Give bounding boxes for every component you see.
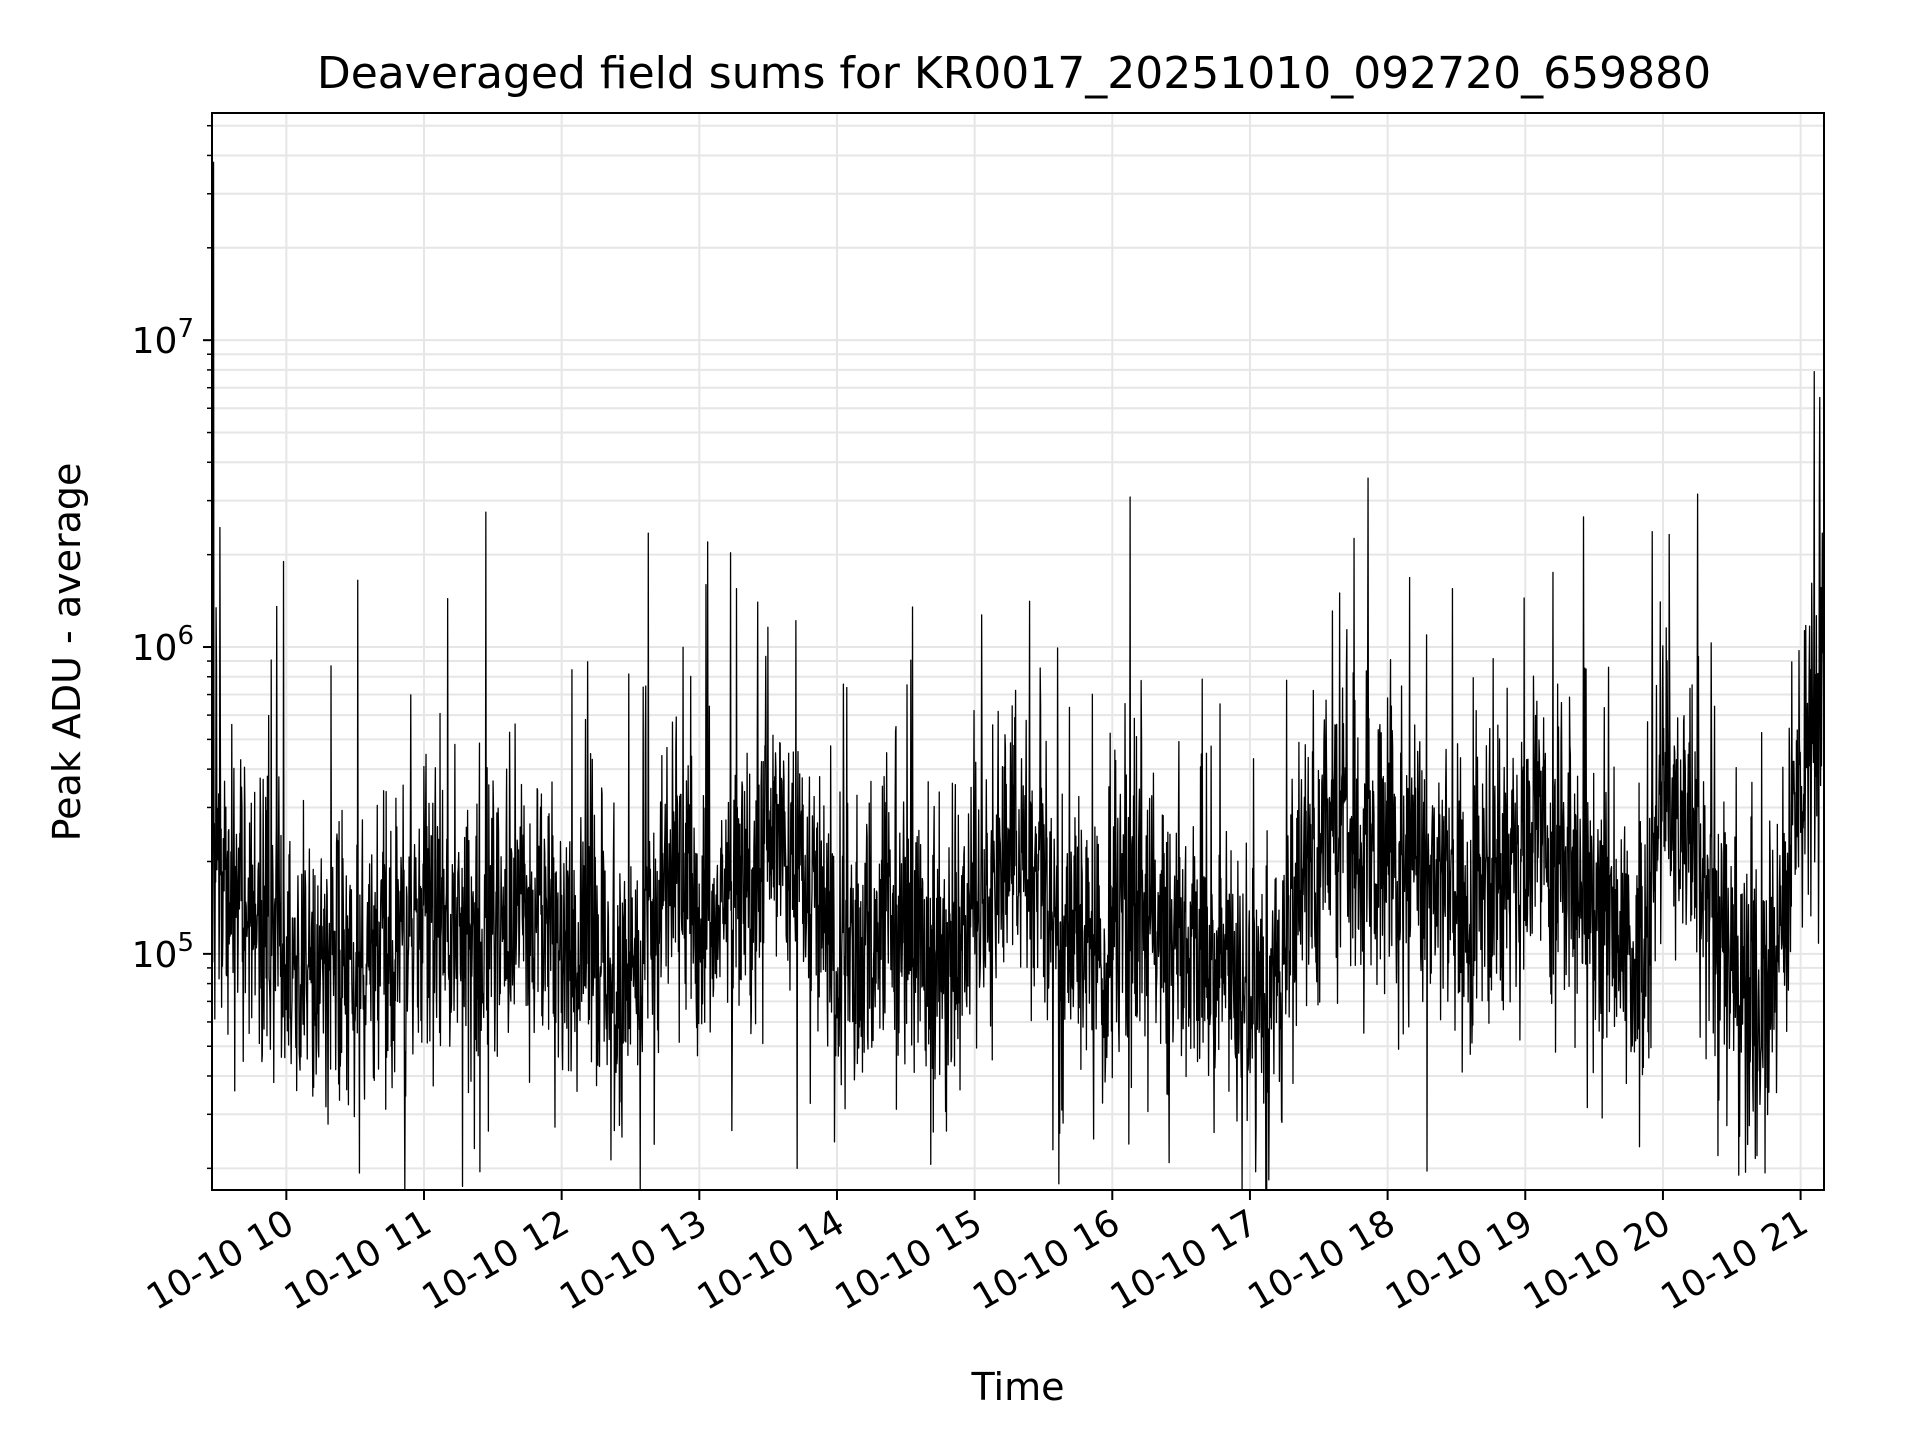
x-axis-title: Time <box>971 1365 1065 1409</box>
y-tick-label: 107 <box>132 314 194 362</box>
plot-frame <box>211 112 1825 1191</box>
y-axis-ticks: 105 106 107 <box>132 124 212 1170</box>
y-tick-label: 105 <box>132 928 194 976</box>
y-tick-label: 106 <box>132 621 194 669</box>
series-line <box>212 161 1825 1191</box>
chart-title: Deaveraged field sums for KR0017_2025101… <box>317 48 1711 99</box>
data-series <box>212 161 1825 1191</box>
y-axis-title: Peak ADU - average <box>45 463 89 842</box>
